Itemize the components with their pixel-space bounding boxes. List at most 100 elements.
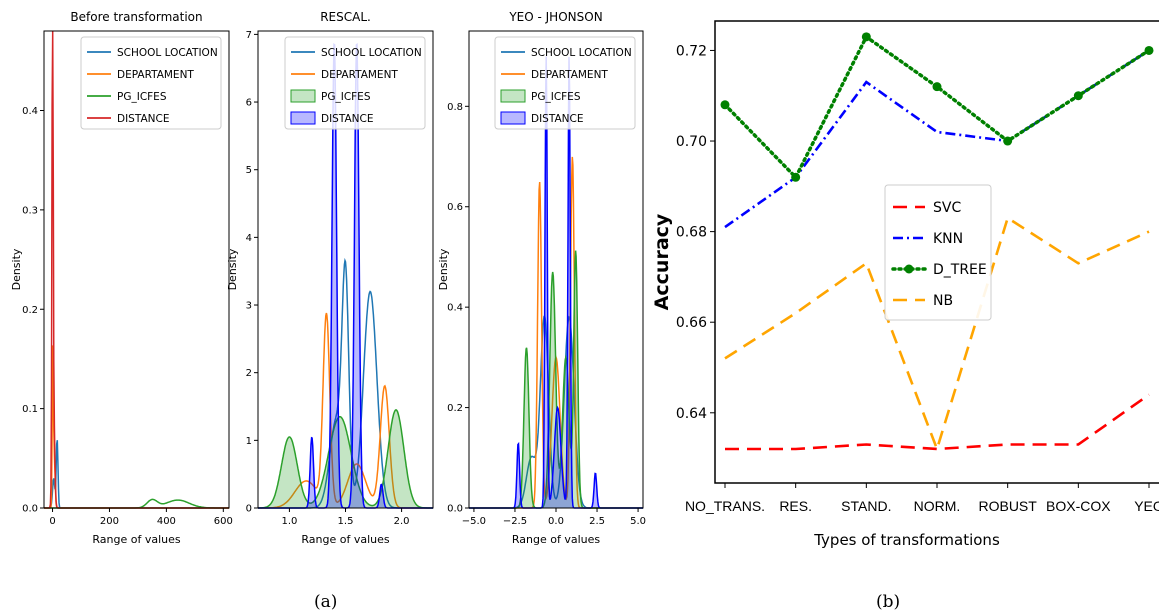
x-tick-label: NORM. (914, 498, 961, 514)
y-tick-label: 1 (246, 436, 252, 447)
x-tick-label: 1.5 (338, 516, 354, 527)
x-tick-label: 5.0 (630, 516, 646, 527)
y-tick-label: 0.2 (447, 403, 463, 414)
y-tick-label: 0.4 (22, 106, 38, 117)
x-tick-label: RES. (779, 498, 812, 514)
legend-label: PG_ICFES (117, 91, 167, 103)
x-tick-label: 1.0 (281, 516, 297, 527)
x-axis-label: Types of transformations (813, 531, 1000, 549)
x-axis-label: Range of values (301, 533, 390, 546)
legend-swatch (290, 89, 316, 103)
legend-label: SCHOOL LOCATION (321, 47, 422, 59)
y-tick-label: 7 (246, 30, 252, 41)
caption-a: (a) (314, 592, 338, 612)
y-axis-label: Density (437, 248, 450, 290)
y-tick-label: 0.6 (447, 202, 463, 213)
y-tick-label: 0.1 (22, 404, 38, 415)
x-tick-label: 2.5 (589, 516, 605, 527)
y-tick-label: 3 (246, 301, 252, 312)
x-tick-label: 200 (100, 516, 119, 527)
y-axis-label: Density (10, 248, 23, 290)
legend-box (884, 184, 992, 321)
series-line-2 (258, 409, 433, 509)
legend-label: SCHOOL LOCATION (531, 47, 632, 59)
y-tick-label: 2 (246, 368, 252, 379)
series-line-3 (724, 215, 1150, 454)
chart-title: RESCAL. (320, 10, 371, 24)
legend-label: D_TREE (933, 262, 987, 278)
legend-label: DISTANCE (321, 113, 373, 125)
kde-panel-3: −5.0 −2.5 0.0 2.5 5.0 0.0 0.2 0.4 0.6 0.8 YEO - JH… (437, 10, 646, 546)
legend-label: DISTANCE (531, 113, 583, 125)
data-point (791, 172, 801, 182)
data-point (861, 32, 871, 42)
series-line-0 (44, 440, 229, 509)
x-tick-label: 0 (49, 516, 55, 527)
legend: SCHOOL LOCATION DEPARTAMENT PG_ICFES DISTAN… (494, 36, 636, 130)
series-line-2 (723, 34, 1151, 181)
legend-label: DISTANCE (117, 113, 169, 125)
series-fill-2 (258, 409, 433, 508)
x-tick-label: ROBUST (978, 498, 1037, 514)
y-tick-label: 0.2 (22, 305, 38, 316)
y-axis-label: Density (226, 248, 239, 290)
legend-label: PG_ICFES (321, 91, 371, 103)
data-point (1144, 45, 1154, 55)
legend-label: KNN (933, 231, 963, 247)
legend-box (80, 36, 222, 130)
x-tick-label: YEO (1134, 498, 1159, 514)
chart-title: Before transformation (70, 10, 202, 24)
legend-box (284, 36, 426, 130)
y-tick-label: 0.0 (447, 504, 463, 515)
x-tick-label: −2.5 (503, 516, 527, 527)
y-tick-label: 0.3 (22, 205, 38, 216)
x-axis-label: Range of values (92, 533, 181, 546)
x-tick-label: NO_TRANS. (685, 498, 765, 514)
series-line-1 (44, 345, 229, 509)
y-axis-label: Accuracy (651, 213, 673, 310)
series-line-0 (725, 393, 1150, 451)
legend: SCHOOL LOCATION DEPARTAMENT PG_ICFES DISTAN… (80, 36, 222, 130)
data-point (932, 82, 942, 92)
x-tick-label: BOX-COX (1046, 498, 1111, 514)
x-tick-label: 2.0 (394, 516, 410, 527)
legend-label: DEPARTAMENT (117, 69, 194, 81)
y-tick-label: 6 (246, 98, 252, 109)
data-point (720, 100, 730, 110)
caption-b: (b) (876, 592, 901, 612)
y-tick-label: 4 (246, 233, 252, 244)
legend: SCHOOL LOCATION DEPARTAMENT PG_ICFES DISTAN… (284, 36, 426, 130)
plot-frame (43, 30, 230, 509)
x-tick-label: 600 (214, 516, 233, 527)
x-axis-label: Range of values (512, 533, 601, 546)
legend-swatch (500, 111, 526, 125)
y-tick-label: 0.70 (676, 134, 707, 150)
x-tick-label: STAND. (841, 498, 891, 514)
legend-label: PG_ICFES (531, 91, 581, 103)
x-tick-label: 0.0 (548, 516, 564, 527)
y-tick-label: 0 (246, 504, 252, 515)
kde-panel-2: 1.0 1.5 2.0 0 1 2 3 4 5 6 7 RESCAL. Range of values D… (226, 10, 434, 546)
legend-label: SCHOOL LOCATION (117, 47, 218, 59)
x-tick-label: −5.0 (462, 516, 486, 527)
accuracy-panel: NO_TRANS. RES. STAND. NORM. ROBUST BOX-COX YEO… (651, 20, 1159, 549)
y-tick-label: 0.72 (676, 43, 707, 59)
y-tick-label: 0.66 (676, 315, 707, 331)
legend-marker (904, 264, 914, 274)
legend-label: DEPARTAMENT (531, 69, 608, 81)
legend: SVC KNN D_TREE NB (884, 184, 992, 321)
x-tick-label: 400 (157, 516, 176, 527)
y-tick-label: 0.4 (447, 303, 463, 314)
data-point (1003, 136, 1013, 146)
data-point (1073, 91, 1083, 101)
series-line-2 (44, 498, 229, 509)
legend-swatch (500, 89, 526, 103)
kde-panel-1: 0 200 400 600 0.0 0.1 0.2 0.3 0.4 Before transfor… (10, 10, 233, 546)
y-tick-label: 0.8 (447, 102, 463, 113)
y-tick-label: 0.0 (22, 504, 38, 515)
y-tick-label: 0.68 (676, 225, 707, 241)
legend-label: DEPARTAMENT (321, 69, 398, 81)
chart-title: YEO - JHONSON (508, 10, 602, 24)
y-tick-label: 0.64 (676, 406, 707, 422)
